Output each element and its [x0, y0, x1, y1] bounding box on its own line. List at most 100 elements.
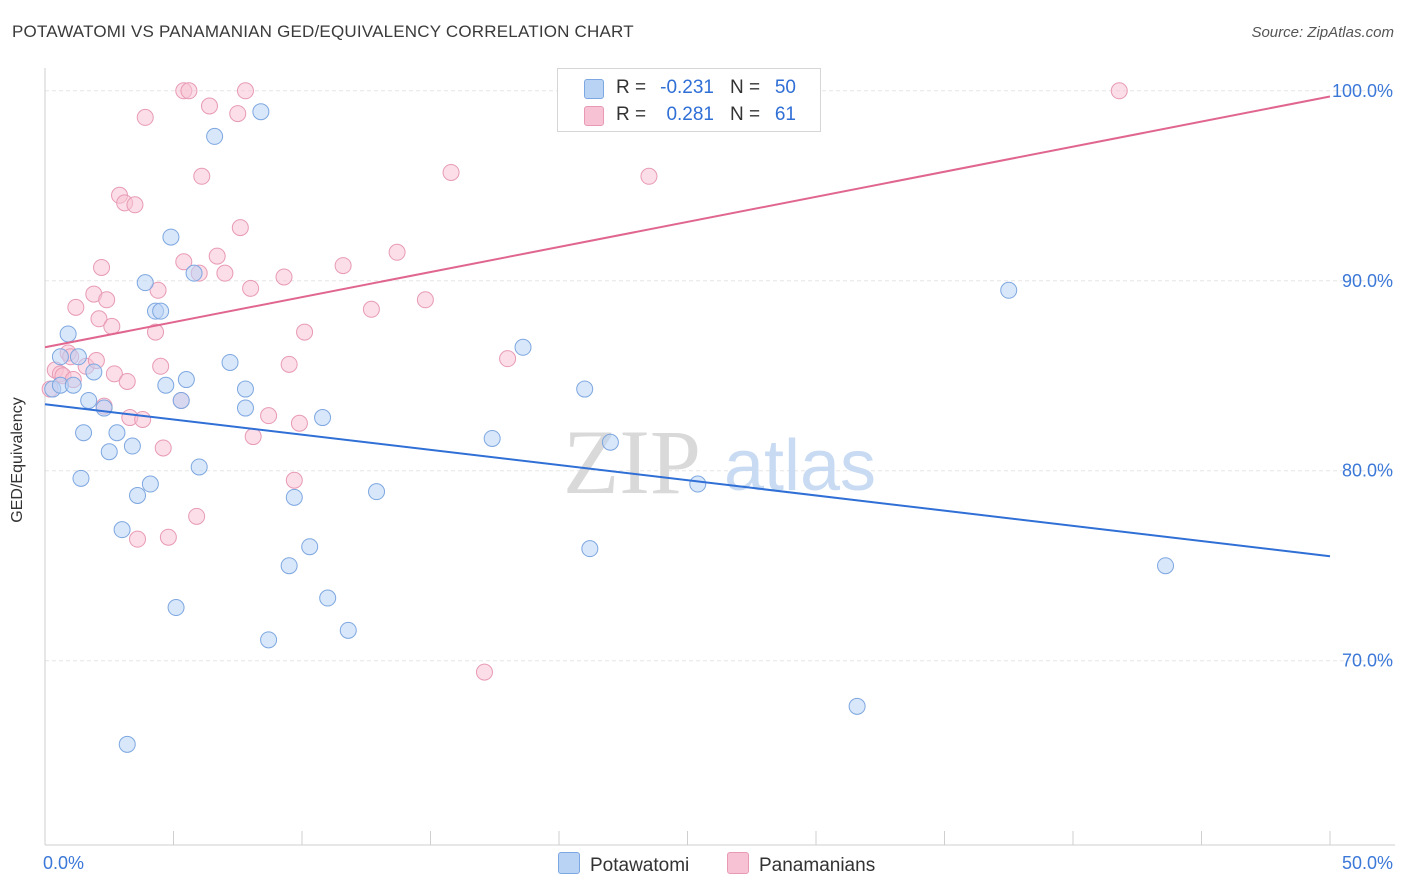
panamanians-point [280, 355, 298, 373]
potawatomi-point [185, 264, 203, 282]
panamanians-point [260, 407, 278, 425]
series-panamanians-points [41, 82, 1128, 681]
potawatomi-point [118, 735, 136, 753]
legend-n-value: 50 [774, 77, 796, 98]
panamanians-point [152, 357, 170, 375]
bottom-legend-panamanians: Panamanians [727, 852, 875, 877]
panamanians-point [296, 323, 314, 341]
panamanians-point [93, 258, 111, 276]
panamanians-point [236, 82, 254, 100]
potawatomi-point [59, 325, 77, 343]
potawatomi-point [260, 631, 278, 649]
panamanians-point [134, 410, 152, 428]
potawatomi-point [85, 363, 103, 381]
legend-r-label: R = [616, 104, 647, 125]
potawatomi-point [136, 274, 154, 292]
legend-n-label: N = [730, 77, 761, 98]
panamanians-point [231, 219, 249, 237]
y-tick-label: 80.0% [1342, 461, 1393, 481]
potawatomi-point [108, 424, 126, 442]
panamanians-point [475, 663, 493, 681]
legend-r-value: 0.281 [666, 104, 714, 125]
panamanians-point [105, 365, 123, 383]
potawatomi-point [69, 348, 87, 366]
potawatomi-point [172, 391, 190, 409]
potawatomi-point [280, 557, 298, 575]
panamanians-point [244, 428, 262, 446]
potawatomi-point [689, 475, 707, 493]
panamanians-point [129, 530, 147, 548]
potawatomi-point [314, 409, 332, 427]
watermark-zip: ZIP [563, 411, 701, 513]
panamanians-point [154, 439, 172, 457]
potawatomi-point [80, 391, 98, 409]
y-tick-label: 100.0% [1332, 81, 1393, 101]
panamanians-point [229, 105, 247, 123]
potawatomi-point [319, 589, 337, 607]
potawatomi-point [848, 697, 866, 715]
potawatomi-point [514, 338, 532, 356]
panamanians-point [290, 414, 308, 432]
legend-swatch-pink [584, 106, 604, 126]
panamanians-point [388, 243, 406, 261]
panamanians-point [136, 108, 154, 126]
source-label: Source: ZipAtlas.com [1251, 24, 1394, 41]
series-potawatomi-points [44, 103, 1175, 753]
potawatomi-point [95, 399, 113, 417]
potawatomi-point [152, 302, 170, 320]
panamanians-point [499, 350, 517, 368]
legend-r-value: -0.231 [660, 77, 714, 98]
panamanians-point [200, 97, 218, 115]
panamanians-point [90, 310, 108, 328]
gridlines [45, 90, 1395, 662]
potawatomi-point [64, 376, 82, 394]
panamanians-point [640, 167, 658, 185]
legend-swatch-blue [584, 79, 604, 99]
potawatomi-point [141, 475, 159, 493]
panamanians-point [175, 253, 193, 271]
legend-n-label: N = [730, 104, 761, 125]
potawatomi-point [162, 228, 180, 246]
potawatomi-point [252, 103, 270, 121]
bottom-legend-potawatomi: Potawatomi [558, 852, 689, 877]
potawatomi-point [339, 621, 357, 639]
potawatomi-point [601, 433, 619, 451]
panamanians-point [416, 291, 434, 309]
x-tick-label: 50.0% [1342, 853, 1393, 873]
potawatomi-point [236, 380, 254, 398]
legend-row-potawatomi: R = -0.231 N = 50 [558, 74, 820, 102]
legend-row-panamanians: R = 0.281 N = 61 [558, 101, 820, 129]
y-tick-label: 90.0% [1342, 271, 1393, 291]
panamanians-point [147, 323, 165, 341]
x-tick-label: 0.0% [43, 853, 84, 873]
potawatomi-point [368, 483, 386, 501]
watermark: ZIP atlas [563, 411, 876, 513]
y-tick-label: 70.0% [1342, 651, 1393, 671]
potawatomi-point [129, 486, 147, 504]
panamanians-point [98, 291, 116, 309]
potawatomi-point [301, 538, 319, 556]
panamanians-point [126, 196, 144, 214]
potawatomi-point [1000, 281, 1018, 299]
potawatomi-point [72, 469, 90, 487]
panamanians-point [208, 247, 226, 265]
potawatomi-point [113, 521, 131, 539]
potawatomi-point [167, 599, 185, 617]
potawatomi-point [483, 429, 501, 447]
panamanians-trend-line [44, 95, 1331, 349]
panamanians-point [334, 257, 352, 275]
chart-title: POTAWATOMI VS PANAMANIAN GED/EQUIVALENCY… [12, 22, 634, 41]
panamanians-point [67, 298, 85, 316]
potawatomi-point [236, 399, 254, 417]
panamanians-point [275, 268, 293, 286]
potawatomi-point [1157, 557, 1175, 575]
panamanians-point [149, 281, 167, 299]
panamanians-point [193, 167, 211, 185]
panamanians-point [180, 82, 198, 100]
legend-n-value: 61 [774, 104, 796, 125]
potawatomi-point [100, 443, 118, 461]
panamanians-point [362, 300, 380, 318]
panamanians-point [188, 507, 206, 525]
panamanians-point [1110, 82, 1128, 100]
